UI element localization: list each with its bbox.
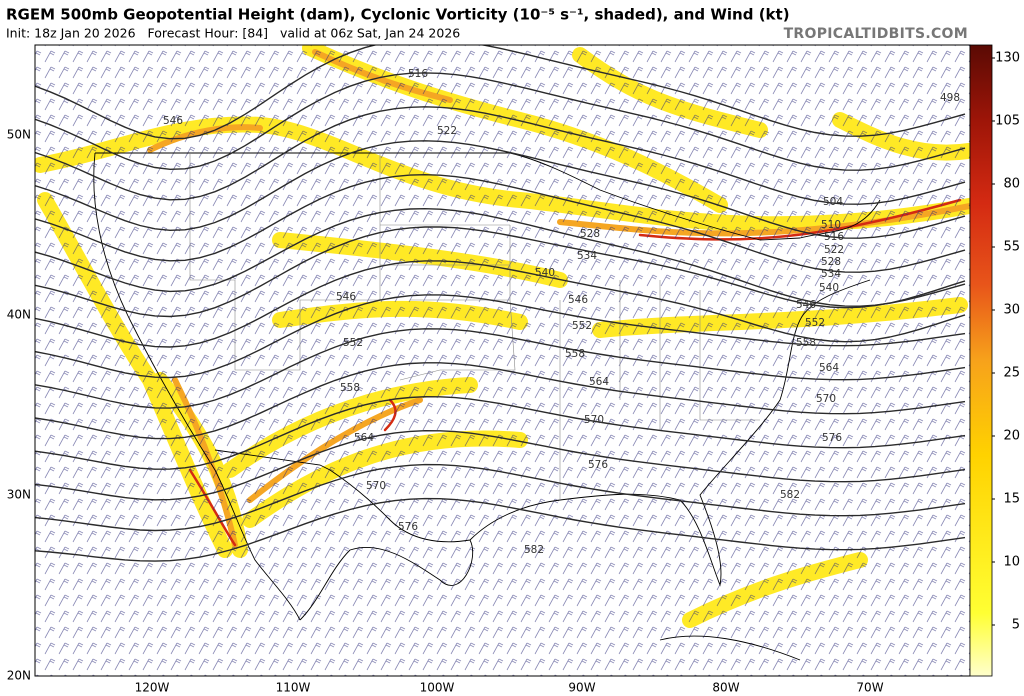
contour-label: 546 bbox=[163, 115, 183, 127]
map-area: 4985165225465045105165225285285345345405… bbox=[35, 45, 970, 676]
contour-label: 552 bbox=[805, 317, 825, 329]
watermark: TROPICALTIDBITS.COM bbox=[784, 26, 968, 42]
contour-label: 558 bbox=[796, 337, 816, 349]
colorbar-label: 80 bbox=[1003, 177, 1020, 192]
colorbar bbox=[969, 44, 993, 677]
contour-label: 576 bbox=[588, 459, 608, 471]
contour-line bbox=[35, 294, 966, 379]
contour-label: 546 bbox=[568, 294, 588, 306]
contour-line bbox=[35, 207, 966, 307]
height-contours bbox=[35, 45, 966, 562]
latitude-label: 20N bbox=[7, 669, 31, 683]
contour-label: 522 bbox=[824, 244, 844, 256]
contour-label: 546 bbox=[336, 291, 356, 303]
contour-label: 564 bbox=[354, 432, 374, 444]
contour-label: 570 bbox=[366, 480, 386, 492]
contour-line bbox=[35, 429, 966, 501]
contour-line bbox=[35, 140, 966, 239]
contour-label: 504 bbox=[823, 196, 843, 208]
longitude-label: 80W bbox=[712, 681, 739, 695]
contour-label: 534 bbox=[577, 250, 597, 262]
contour-label: 576 bbox=[822, 432, 842, 444]
colorbar-label: 15 bbox=[1003, 492, 1020, 507]
contour-line bbox=[35, 497, 966, 562]
contour-label: 528 bbox=[580, 228, 600, 240]
longitude-label: 70W bbox=[856, 681, 883, 695]
contour-label: 552 bbox=[572, 320, 592, 332]
contour-label: 522 bbox=[437, 125, 457, 137]
latitude-label: 40N bbox=[7, 308, 31, 322]
contour-line bbox=[35, 72, 966, 171]
contour-line bbox=[35, 226, 966, 318]
colorbar-label: 130 bbox=[995, 51, 1020, 66]
colorbar-label: 20 bbox=[1003, 429, 1020, 444]
contour-label: 516 bbox=[824, 231, 844, 243]
contour-label: 570 bbox=[816, 393, 836, 405]
latitude-label: 50N bbox=[7, 128, 31, 142]
contour-label: 528 bbox=[821, 256, 841, 268]
colorbar-label: 105 bbox=[995, 114, 1020, 129]
contour-line bbox=[35, 362, 966, 440]
contour-label: 534 bbox=[821, 268, 841, 280]
contour-label: 540 bbox=[535, 267, 555, 279]
longitude-label: 90W bbox=[568, 681, 595, 695]
contour-label: 558 bbox=[340, 382, 360, 394]
contour-line bbox=[35, 173, 966, 273]
contour-label: 558 bbox=[565, 348, 585, 360]
contour-label: 570 bbox=[584, 414, 604, 426]
longitude-label: 100W bbox=[420, 681, 455, 695]
contour-label: 516 bbox=[408, 68, 428, 80]
contour-label: 552 bbox=[343, 337, 363, 349]
contour-label: 582 bbox=[524, 544, 544, 556]
colorbar-label: 5 bbox=[1012, 618, 1020, 633]
longitude-label: 110W bbox=[276, 681, 311, 695]
contour-label: 540 bbox=[819, 282, 839, 294]
contour-line bbox=[35, 395, 966, 470]
boundaries bbox=[93, 152, 881, 661]
longitude-label: 120W bbox=[135, 681, 170, 695]
colorbar-label: 30 bbox=[1003, 303, 1020, 318]
contour-label: 546 bbox=[796, 299, 816, 311]
colorbar-label: 55 bbox=[1003, 240, 1020, 255]
contour-label: 564 bbox=[819, 362, 839, 374]
contour-line bbox=[35, 260, 966, 348]
contour-line bbox=[35, 328, 966, 409]
contour-line bbox=[35, 463, 966, 532]
contour-label: 564 bbox=[589, 376, 609, 388]
contour-line bbox=[35, 45, 966, 140]
subtitle: Init: 18z Jan 20 2026 Forecast Hour: [84… bbox=[6, 26, 460, 41]
title: RGEM 500mb Geopotential Height (dam), Cy… bbox=[6, 6, 790, 24]
colorbar-label: 25 bbox=[1003, 366, 1020, 381]
colorbar-label: 10 bbox=[1003, 555, 1020, 570]
contour-label: 498 bbox=[940, 92, 960, 104]
contour-line bbox=[35, 106, 966, 205]
contour-label: 582 bbox=[780, 489, 800, 501]
contour-label: 510 bbox=[821, 219, 841, 231]
contour-label: 576 bbox=[398, 521, 418, 533]
latitude-label: 30N bbox=[7, 488, 31, 502]
state-lines bbox=[189, 153, 760, 500]
